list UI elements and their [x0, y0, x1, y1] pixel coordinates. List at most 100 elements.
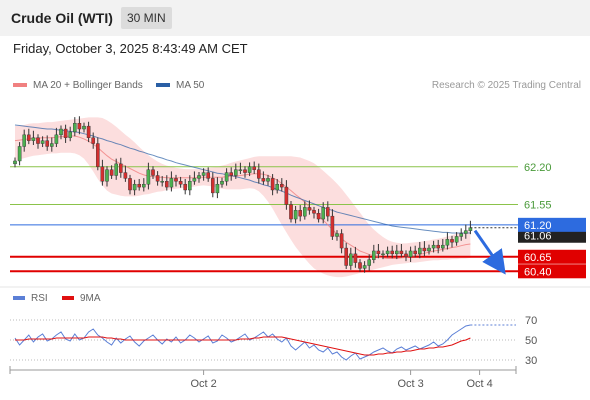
candle-body	[404, 253, 408, 257]
candle-54	[261, 171, 266, 185]
candle-body	[459, 233, 464, 237]
candle-body	[77, 123, 82, 130]
candle-body	[45, 140, 49, 147]
candle-55	[266, 174, 270, 186]
candle-19	[100, 159, 105, 186]
candle-24	[123, 165, 128, 182]
candle-body	[178, 181, 183, 185]
candle-body	[418, 247, 422, 255]
candle-body	[206, 172, 211, 179]
candle-body	[284, 186, 289, 205]
candle-body	[330, 215, 335, 237]
candle-body	[132, 183, 137, 191]
copyright-text: Research © 2025 Trading Central	[431, 80, 581, 91]
candle-body	[464, 230, 468, 234]
candle-29	[146, 162, 151, 190]
candle-38	[187, 175, 192, 196]
candle-91	[431, 240, 436, 253]
candle-53	[257, 163, 261, 184]
candle-body	[151, 169, 155, 176]
candle-44	[215, 177, 220, 199]
candle-74	[353, 246, 358, 268]
candle-body	[22, 134, 27, 147]
candle-64	[307, 200, 312, 215]
candle-40	[197, 172, 201, 183]
candle-body	[349, 253, 353, 266]
candle-36	[178, 176, 183, 188]
candle-31	[155, 171, 160, 186]
candle-body	[82, 125, 86, 130]
candle-90	[427, 244, 431, 255]
candle-body	[238, 169, 243, 171]
candle-27	[137, 178, 142, 191]
candle-body	[445, 239, 450, 246]
candle-87	[413, 245, 418, 258]
level-label-3-bg	[518, 264, 586, 279]
candle-23	[118, 157, 123, 178]
level-label-0: 62.20	[524, 162, 552, 174]
candle-66	[316, 208, 321, 223]
candle-body	[344, 247, 349, 266]
candle-21	[109, 165, 114, 179]
candle-body	[385, 250, 390, 255]
forecast-arrow	[473, 229, 506, 275]
candle-25	[128, 174, 132, 195]
candle-92	[436, 239, 441, 254]
candle-body	[137, 183, 142, 188]
candle-body	[224, 172, 229, 182]
candle-body	[367, 259, 372, 266]
candle-3	[27, 128, 31, 145]
interval-badge[interactable]: 30 MIN	[121, 7, 172, 29]
candle-body	[50, 143, 54, 147]
candle-79	[376, 244, 381, 259]
legend-ma50-swatch	[156, 83, 170, 88]
legend-rsi-label: RSI	[31, 293, 48, 304]
rsi-series-0	[14, 324, 471, 361]
bollinger-band-area	[15, 117, 471, 278]
candle-35	[174, 174, 178, 187]
candle-body	[431, 244, 436, 249]
candle-body	[169, 178, 174, 188]
candle-body	[54, 134, 59, 144]
candle-95	[450, 235, 454, 248]
level-label-2: 60.65	[524, 252, 552, 264]
candle-69	[330, 209, 335, 240]
candle-63	[303, 201, 307, 220]
candle-48	[233, 163, 238, 179]
candle-9	[54, 127, 59, 148]
candle-93	[441, 239, 445, 252]
candle-73	[349, 247, 353, 270]
x-tick-label-1: Oct 3	[397, 378, 423, 390]
candle-37	[183, 178, 188, 195]
legend-rsi-swatch	[13, 296, 25, 301]
candle-body	[298, 210, 303, 217]
candle-5	[36, 134, 40, 149]
candle-32	[160, 176, 165, 187]
candle-33	[164, 175, 169, 191]
candle-57	[275, 178, 280, 194]
candle-body	[441, 244, 445, 249]
candle-body	[31, 137, 36, 141]
candle-body	[123, 172, 128, 179]
x-tick-label-0: Oct 2	[190, 378, 216, 390]
level-label-0-bg	[518, 159, 586, 174]
candle-body	[109, 169, 114, 176]
candle-body	[362, 265, 367, 269]
candle-body	[358, 262, 362, 269]
candle-body	[307, 207, 312, 211]
candle-body	[372, 250, 376, 260]
candle-62	[298, 205, 303, 222]
candle-72	[344, 242, 349, 269]
candle-96	[454, 232, 459, 246]
candle-6	[40, 136, 45, 148]
candle-body	[326, 207, 330, 217]
candle-body	[312, 210, 316, 214]
candle-body	[436, 244, 441, 249]
candle-85	[404, 250, 408, 262]
candle-body	[215, 183, 220, 194]
candle-body	[316, 213, 321, 220]
candle-body	[86, 125, 91, 138]
candle-59	[284, 180, 289, 210]
candle-body	[381, 253, 385, 256]
